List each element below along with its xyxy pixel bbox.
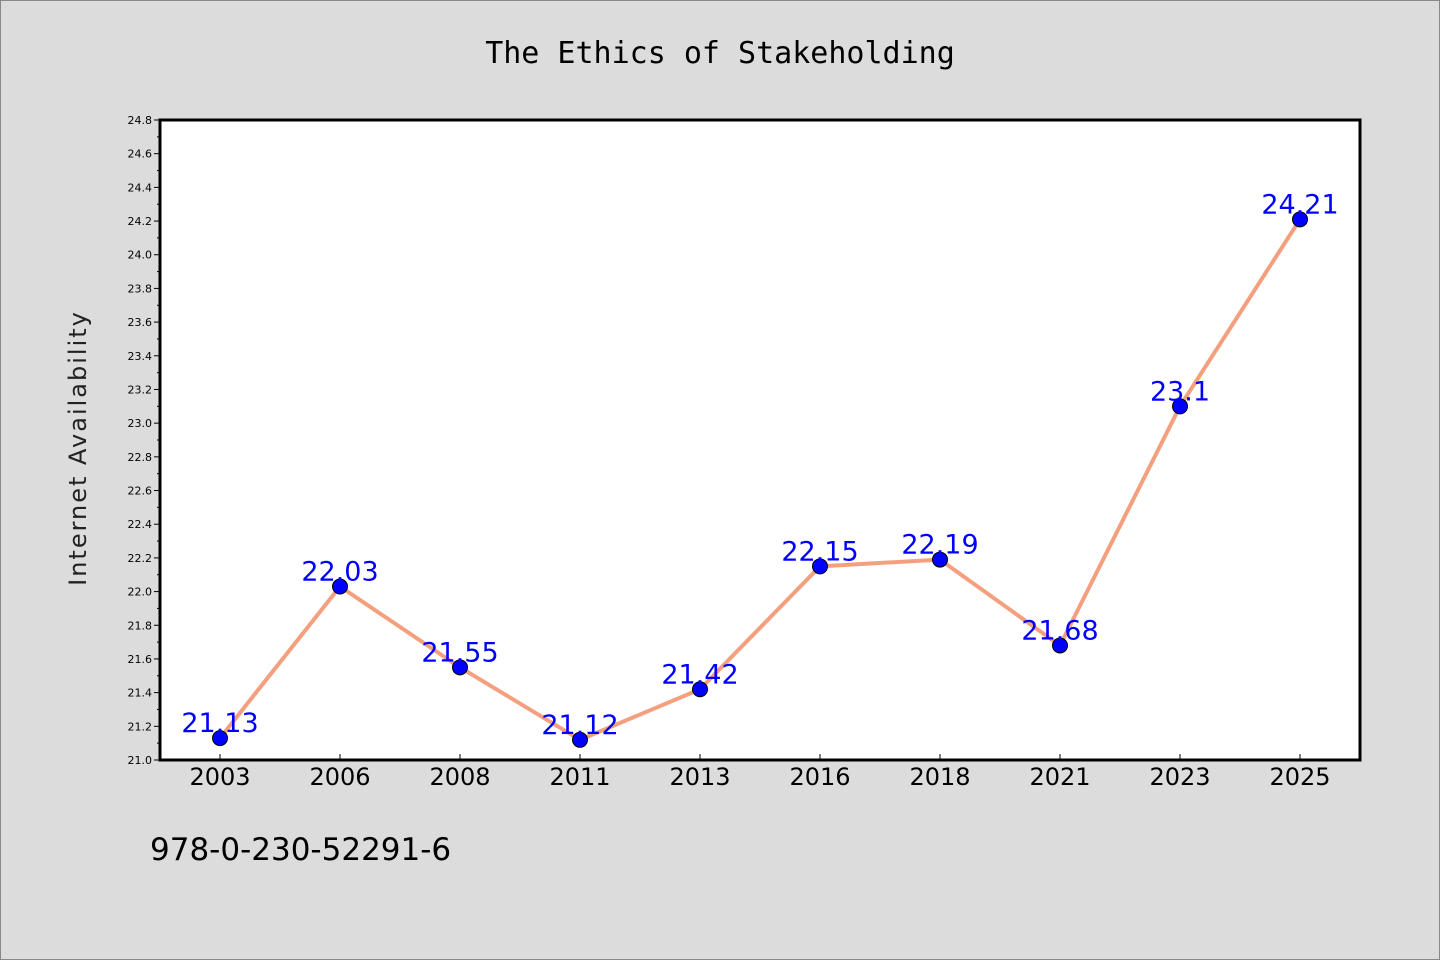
- chart-title: The Ethics of Stakeholding: [485, 36, 955, 71]
- data-label: 22.19: [901, 530, 978, 561]
- x-axis: 2003 2006 2008 2011 2013 2016 2018 2021 2023 2025: [189, 754, 1331, 791]
- y-tick-label: 23.6: [128, 316, 153, 329]
- x-tick-label: 2018: [909, 763, 970, 791]
- data-point: [572, 731, 588, 748]
- data-point: [452, 659, 468, 676]
- y-tick-label: 23.4: [128, 350, 153, 363]
- x-tick-label: 2006: [309, 763, 370, 791]
- data-point: [1172, 398, 1188, 415]
- x-tick-label: 2008: [429, 763, 490, 791]
- y-tick-label: 24.4: [128, 181, 153, 194]
- y-tick-label: 22.0: [128, 586, 153, 599]
- y-tick-label: 24.2: [128, 215, 153, 228]
- x-tick-label: 2021: [1029, 763, 1090, 791]
- y-tick-label: 21.2: [128, 720, 153, 733]
- x-tick-label: 2011: [549, 763, 610, 791]
- y-tick-label: 22.6: [128, 485, 153, 498]
- data-label: 21.12: [541, 710, 618, 741]
- data-label: 22.15: [781, 536, 858, 567]
- y-tick-label: 21.0: [128, 754, 153, 767]
- y-tick-label: 24.0: [128, 249, 153, 262]
- data-label: 23.1: [1150, 376, 1210, 407]
- data-point: [332, 578, 348, 595]
- y-tick-label: 21.8: [128, 619, 153, 632]
- data-label: 22.03: [301, 557, 378, 588]
- data-label: 21.42: [661, 659, 738, 690]
- series-line: [218, 218, 1302, 742]
- x-tick-label: 2013: [669, 763, 730, 791]
- x-tick-label: 2023: [1149, 763, 1210, 791]
- x-tick-label: 2003: [189, 763, 250, 791]
- data-label: 21.68: [1021, 615, 1098, 646]
- y-axis-label: Internet Availability: [64, 310, 92, 586]
- y-tick-label: 21.4: [128, 687, 153, 700]
- y-tick-label: 23.8: [128, 282, 153, 295]
- y-tick-label: 24.6: [128, 148, 153, 161]
- data-point: [1052, 637, 1068, 654]
- x-tick-label: 2016: [789, 763, 850, 791]
- data-point: [812, 558, 828, 575]
- y-tick-label: 22.2: [128, 552, 153, 565]
- y-tick-label: 24.8: [128, 114, 153, 127]
- y-tick-label: 22.8: [128, 451, 153, 464]
- isbn-text: 978-0-230-52291-6: [150, 832, 452, 868]
- data-label: 21.13: [181, 708, 258, 739]
- x-tick-label: 2025: [1269, 763, 1330, 791]
- y-tick-label: 21.6: [128, 653, 153, 666]
- data-point: [1292, 211, 1308, 228]
- data-point: [212, 730, 228, 747]
- data-label: 24.21: [1261, 189, 1338, 220]
- y-tick-label: 22.4: [128, 518, 153, 531]
- y-tick-label: 23.0: [128, 417, 153, 430]
- data-point: [932, 551, 948, 568]
- plot-area: [158, 118, 1362, 762]
- data-point: [692, 681, 708, 698]
- y-tick-label: 23.2: [128, 383, 153, 396]
- data-label: 21.55: [421, 637, 498, 668]
- y-axis: 21.0 21.2 21.4 21.6 21.8 22.0 22.2 22.4 22.6 22.8…: [128, 114, 160, 767]
- series-group: 21.13 22.03 21.55 21.12 21.42 22.15 22.19 21.68…: [181, 189, 1339, 748]
